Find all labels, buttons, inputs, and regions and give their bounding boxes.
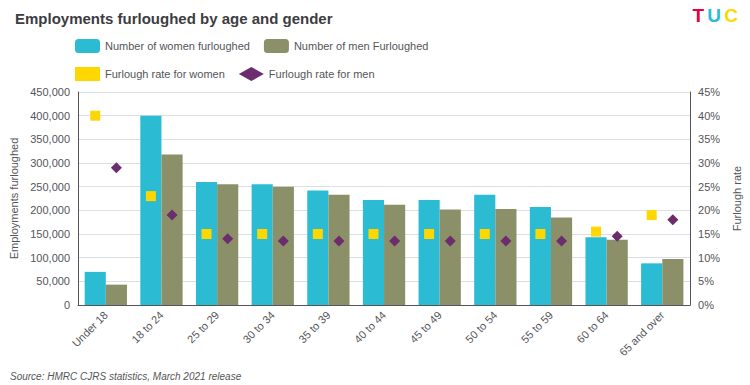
svg-text:25 to 29: 25 to 29 <box>185 309 222 346</box>
svg-text:45 to 49: 45 to 49 <box>407 309 444 346</box>
svg-text:50 to 54: 50 to 54 <box>463 309 500 346</box>
svg-text:40%: 40% <box>698 110 720 122</box>
svg-text:18 to 24: 18 to 24 <box>129 309 166 346</box>
svg-text:30 to 34: 30 to 34 <box>240 309 277 346</box>
svg-text:100,000: 100,000 <box>30 252 70 264</box>
svg-text:45%: 45% <box>698 86 720 98</box>
svg-text:Number of men Furloughed: Number of men Furloughed <box>294 40 429 52</box>
svg-text:150,000: 150,000 <box>30 228 70 240</box>
svg-text:C: C <box>724 5 738 26</box>
svg-text:200,000: 200,000 <box>30 204 70 216</box>
svg-text:Furlough rate: Furlough rate <box>731 166 743 231</box>
svg-text:300,000: 300,000 <box>30 157 70 169</box>
svg-text:Employments furloughed: Employments furloughed <box>8 138 20 260</box>
svg-text:5%: 5% <box>698 275 714 287</box>
svg-text:40 to 44: 40 to 44 <box>352 309 389 346</box>
svg-text:55 to 59: 55 to 59 <box>519 309 556 346</box>
svg-text:15%: 15% <box>698 228 720 240</box>
svg-text:T: T <box>692 5 704 26</box>
svg-text:Source: HMRC CJRS statistics,: Source: HMRC CJRS statistics, March 2021… <box>10 371 242 382</box>
svg-text:U: U <box>707 5 721 26</box>
svg-text:450,000: 450,000 <box>30 86 70 98</box>
svg-text:250,000: 250,000 <box>30 181 70 193</box>
svg-text:0: 0 <box>64 299 70 311</box>
svg-text:30%: 30% <box>698 157 720 169</box>
svg-text:10%: 10% <box>698 252 720 264</box>
svg-text:Furlough rate for men: Furlough rate for men <box>269 68 375 80</box>
svg-text:35 to 39: 35 to 39 <box>296 309 333 346</box>
svg-text:0%: 0% <box>698 299 714 311</box>
svg-text:Furlough rate for women: Furlough rate for women <box>105 68 225 80</box>
svg-text:400,000: 400,000 <box>30 110 70 122</box>
svg-text:25%: 25% <box>698 181 720 193</box>
svg-text:50,000: 50,000 <box>36 275 70 287</box>
svg-text:65 and over: 65 and over <box>617 309 667 359</box>
svg-text:Employments furloughed by age: Employments furloughed by age and gender <box>15 10 333 27</box>
svg-text:20%: 20% <box>698 204 720 216</box>
svg-text:Under 18: Under 18 <box>70 309 110 349</box>
svg-text:60 to 64: 60 to 64 <box>574 309 611 346</box>
svg-text:35%: 35% <box>698 133 720 145</box>
svg-text:350,000: 350,000 <box>30 133 70 145</box>
svg-text:Number of women furloughed: Number of women furloughed <box>105 40 250 52</box>
